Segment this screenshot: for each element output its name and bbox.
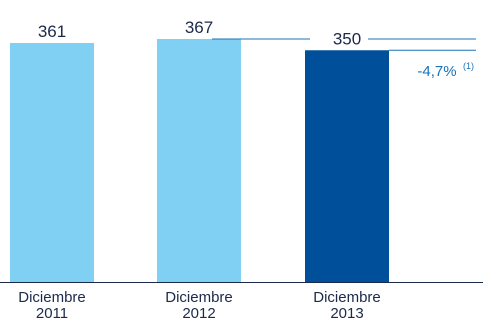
bar-diciembre-2011 bbox=[10, 42, 94, 283]
value-label: 350 bbox=[333, 29, 361, 48]
bar-diciembre-2013 bbox=[305, 50, 389, 282]
change-annotation: -4,7% (1) bbox=[417, 61, 474, 80]
bars-layer bbox=[10, 39, 389, 283]
category-label: Diciembre 2011 bbox=[18, 289, 86, 320]
value-label: 367 bbox=[185, 18, 213, 37]
category-label: Diciembre 2012 bbox=[165, 289, 233, 320]
reference-lines bbox=[212, 38, 476, 51]
category-label: Diciembre 2013 bbox=[313, 289, 381, 320]
change-annotation-value: -4,7% bbox=[417, 63, 456, 80]
change-annotation-footnote: (1) bbox=[463, 61, 474, 71]
value-label: 361 bbox=[38, 22, 66, 41]
bar-diciembre-2012 bbox=[157, 39, 241, 282]
labels-layer: 361 Diciembre 2011 367 Diciembre 2012 350 Dicie… bbox=[18, 18, 381, 320]
